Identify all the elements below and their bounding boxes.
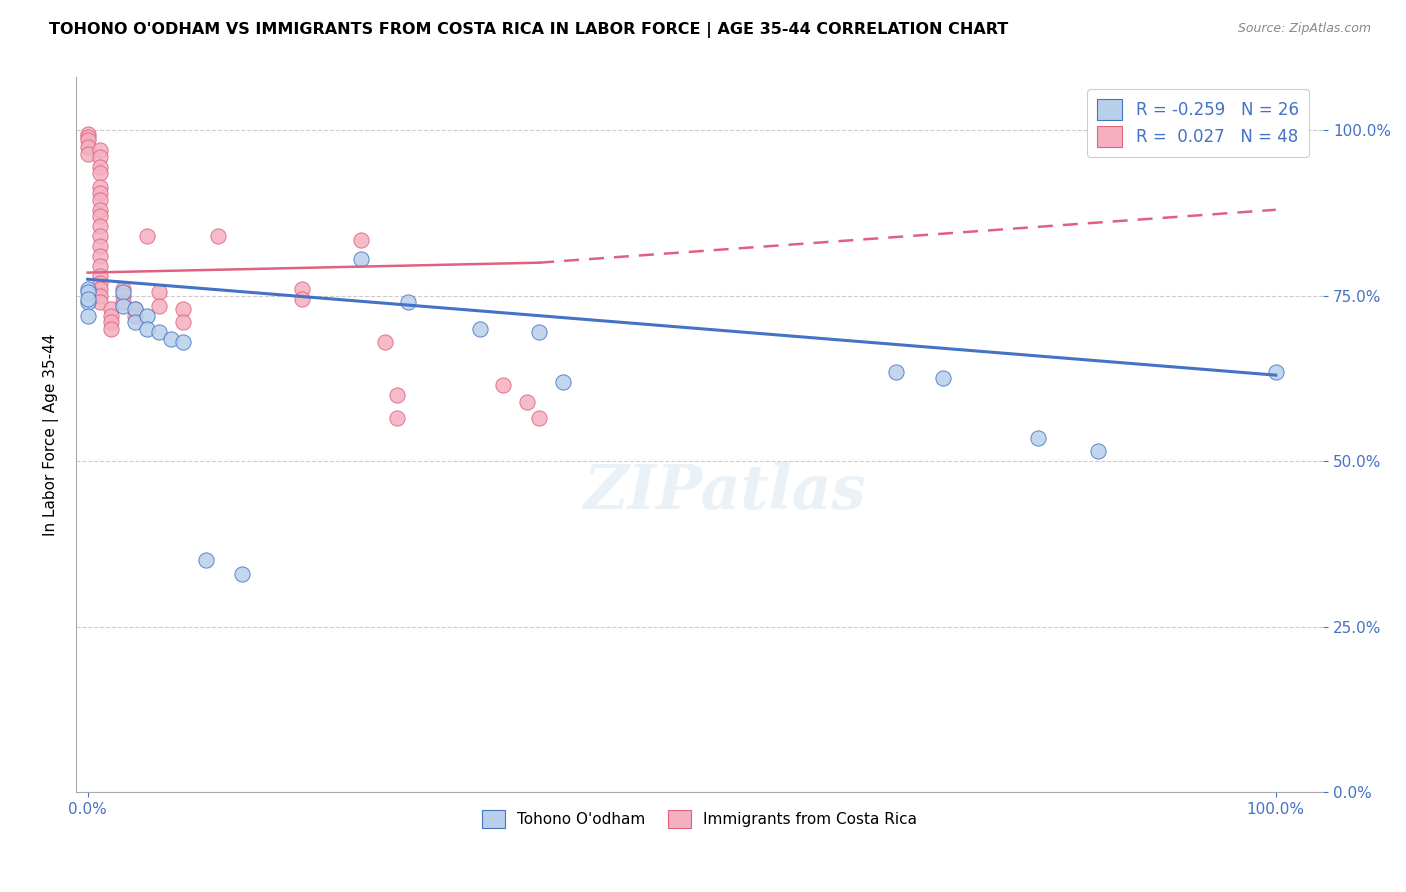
Point bbox=[112, 289, 135, 303]
Text: TOHONO O'ODHAM VS IMMIGRANTS FROM COSTA RICA IN LABOR FORCE | AGE 35-44 CORRELAT: TOHONO O'ODHAM VS IMMIGRANTS FROM COSTA … bbox=[49, 22, 1008, 38]
Point bbox=[385, 411, 408, 425]
Point bbox=[89, 268, 111, 283]
Point bbox=[136, 322, 159, 336]
Point bbox=[89, 179, 111, 194]
Point bbox=[89, 276, 111, 290]
Point bbox=[136, 229, 159, 244]
Point bbox=[148, 325, 170, 339]
Point bbox=[1264, 365, 1286, 379]
Point bbox=[932, 371, 955, 385]
Point bbox=[374, 334, 396, 349]
Point bbox=[112, 282, 135, 296]
Point bbox=[516, 394, 538, 409]
Point bbox=[76, 127, 98, 141]
Point bbox=[160, 332, 183, 346]
Point bbox=[89, 143, 111, 157]
Point bbox=[350, 233, 373, 247]
Point bbox=[148, 285, 170, 300]
Point bbox=[172, 334, 194, 349]
Point bbox=[172, 315, 194, 329]
Point bbox=[398, 295, 420, 310]
Point bbox=[89, 160, 111, 174]
Point bbox=[124, 309, 146, 323]
Point bbox=[89, 210, 111, 224]
Point bbox=[172, 301, 194, 316]
Text: ZIPatlas: ZIPatlas bbox=[583, 462, 866, 522]
Point bbox=[89, 150, 111, 164]
Point bbox=[551, 375, 574, 389]
Point bbox=[89, 166, 111, 180]
Y-axis label: In Labor Force | Age 35-44: In Labor Force | Age 35-44 bbox=[44, 334, 59, 536]
Point bbox=[124, 301, 146, 316]
Point bbox=[527, 411, 550, 425]
Point bbox=[100, 301, 122, 316]
Point bbox=[89, 295, 111, 310]
Point bbox=[207, 229, 229, 244]
Point bbox=[136, 309, 159, 323]
Point bbox=[468, 322, 491, 336]
Point bbox=[89, 193, 111, 207]
Point bbox=[89, 249, 111, 263]
Point bbox=[290, 292, 312, 306]
Point bbox=[112, 295, 135, 310]
Point bbox=[76, 133, 98, 147]
Point bbox=[76, 282, 98, 296]
Point bbox=[89, 186, 111, 201]
Point bbox=[100, 322, 122, 336]
Point bbox=[89, 229, 111, 244]
Legend: Tohono O'odham, Immigrants from Costa Rica: Tohono O'odham, Immigrants from Costa Ri… bbox=[475, 804, 924, 834]
Point bbox=[89, 219, 111, 234]
Point bbox=[76, 146, 98, 161]
Point bbox=[492, 378, 515, 392]
Point bbox=[76, 309, 98, 323]
Point bbox=[76, 140, 98, 154]
Point bbox=[89, 289, 111, 303]
Text: Source: ZipAtlas.com: Source: ZipAtlas.com bbox=[1237, 22, 1371, 36]
Point bbox=[884, 365, 907, 379]
Point bbox=[100, 315, 122, 329]
Point bbox=[124, 301, 146, 316]
Point bbox=[148, 299, 170, 313]
Point bbox=[195, 553, 218, 567]
Point bbox=[89, 259, 111, 273]
Point bbox=[100, 309, 122, 323]
Point bbox=[76, 292, 98, 306]
Point bbox=[124, 315, 146, 329]
Point bbox=[112, 299, 135, 313]
Point bbox=[89, 282, 111, 296]
Point bbox=[76, 285, 98, 300]
Point bbox=[527, 325, 550, 339]
Point bbox=[1026, 431, 1049, 445]
Point bbox=[231, 566, 253, 581]
Point bbox=[1087, 444, 1109, 458]
Point bbox=[76, 295, 98, 310]
Point bbox=[350, 252, 373, 267]
Point bbox=[76, 130, 98, 145]
Point bbox=[112, 285, 135, 300]
Point bbox=[385, 388, 408, 402]
Point bbox=[89, 202, 111, 217]
Point bbox=[290, 282, 312, 296]
Point bbox=[89, 239, 111, 253]
